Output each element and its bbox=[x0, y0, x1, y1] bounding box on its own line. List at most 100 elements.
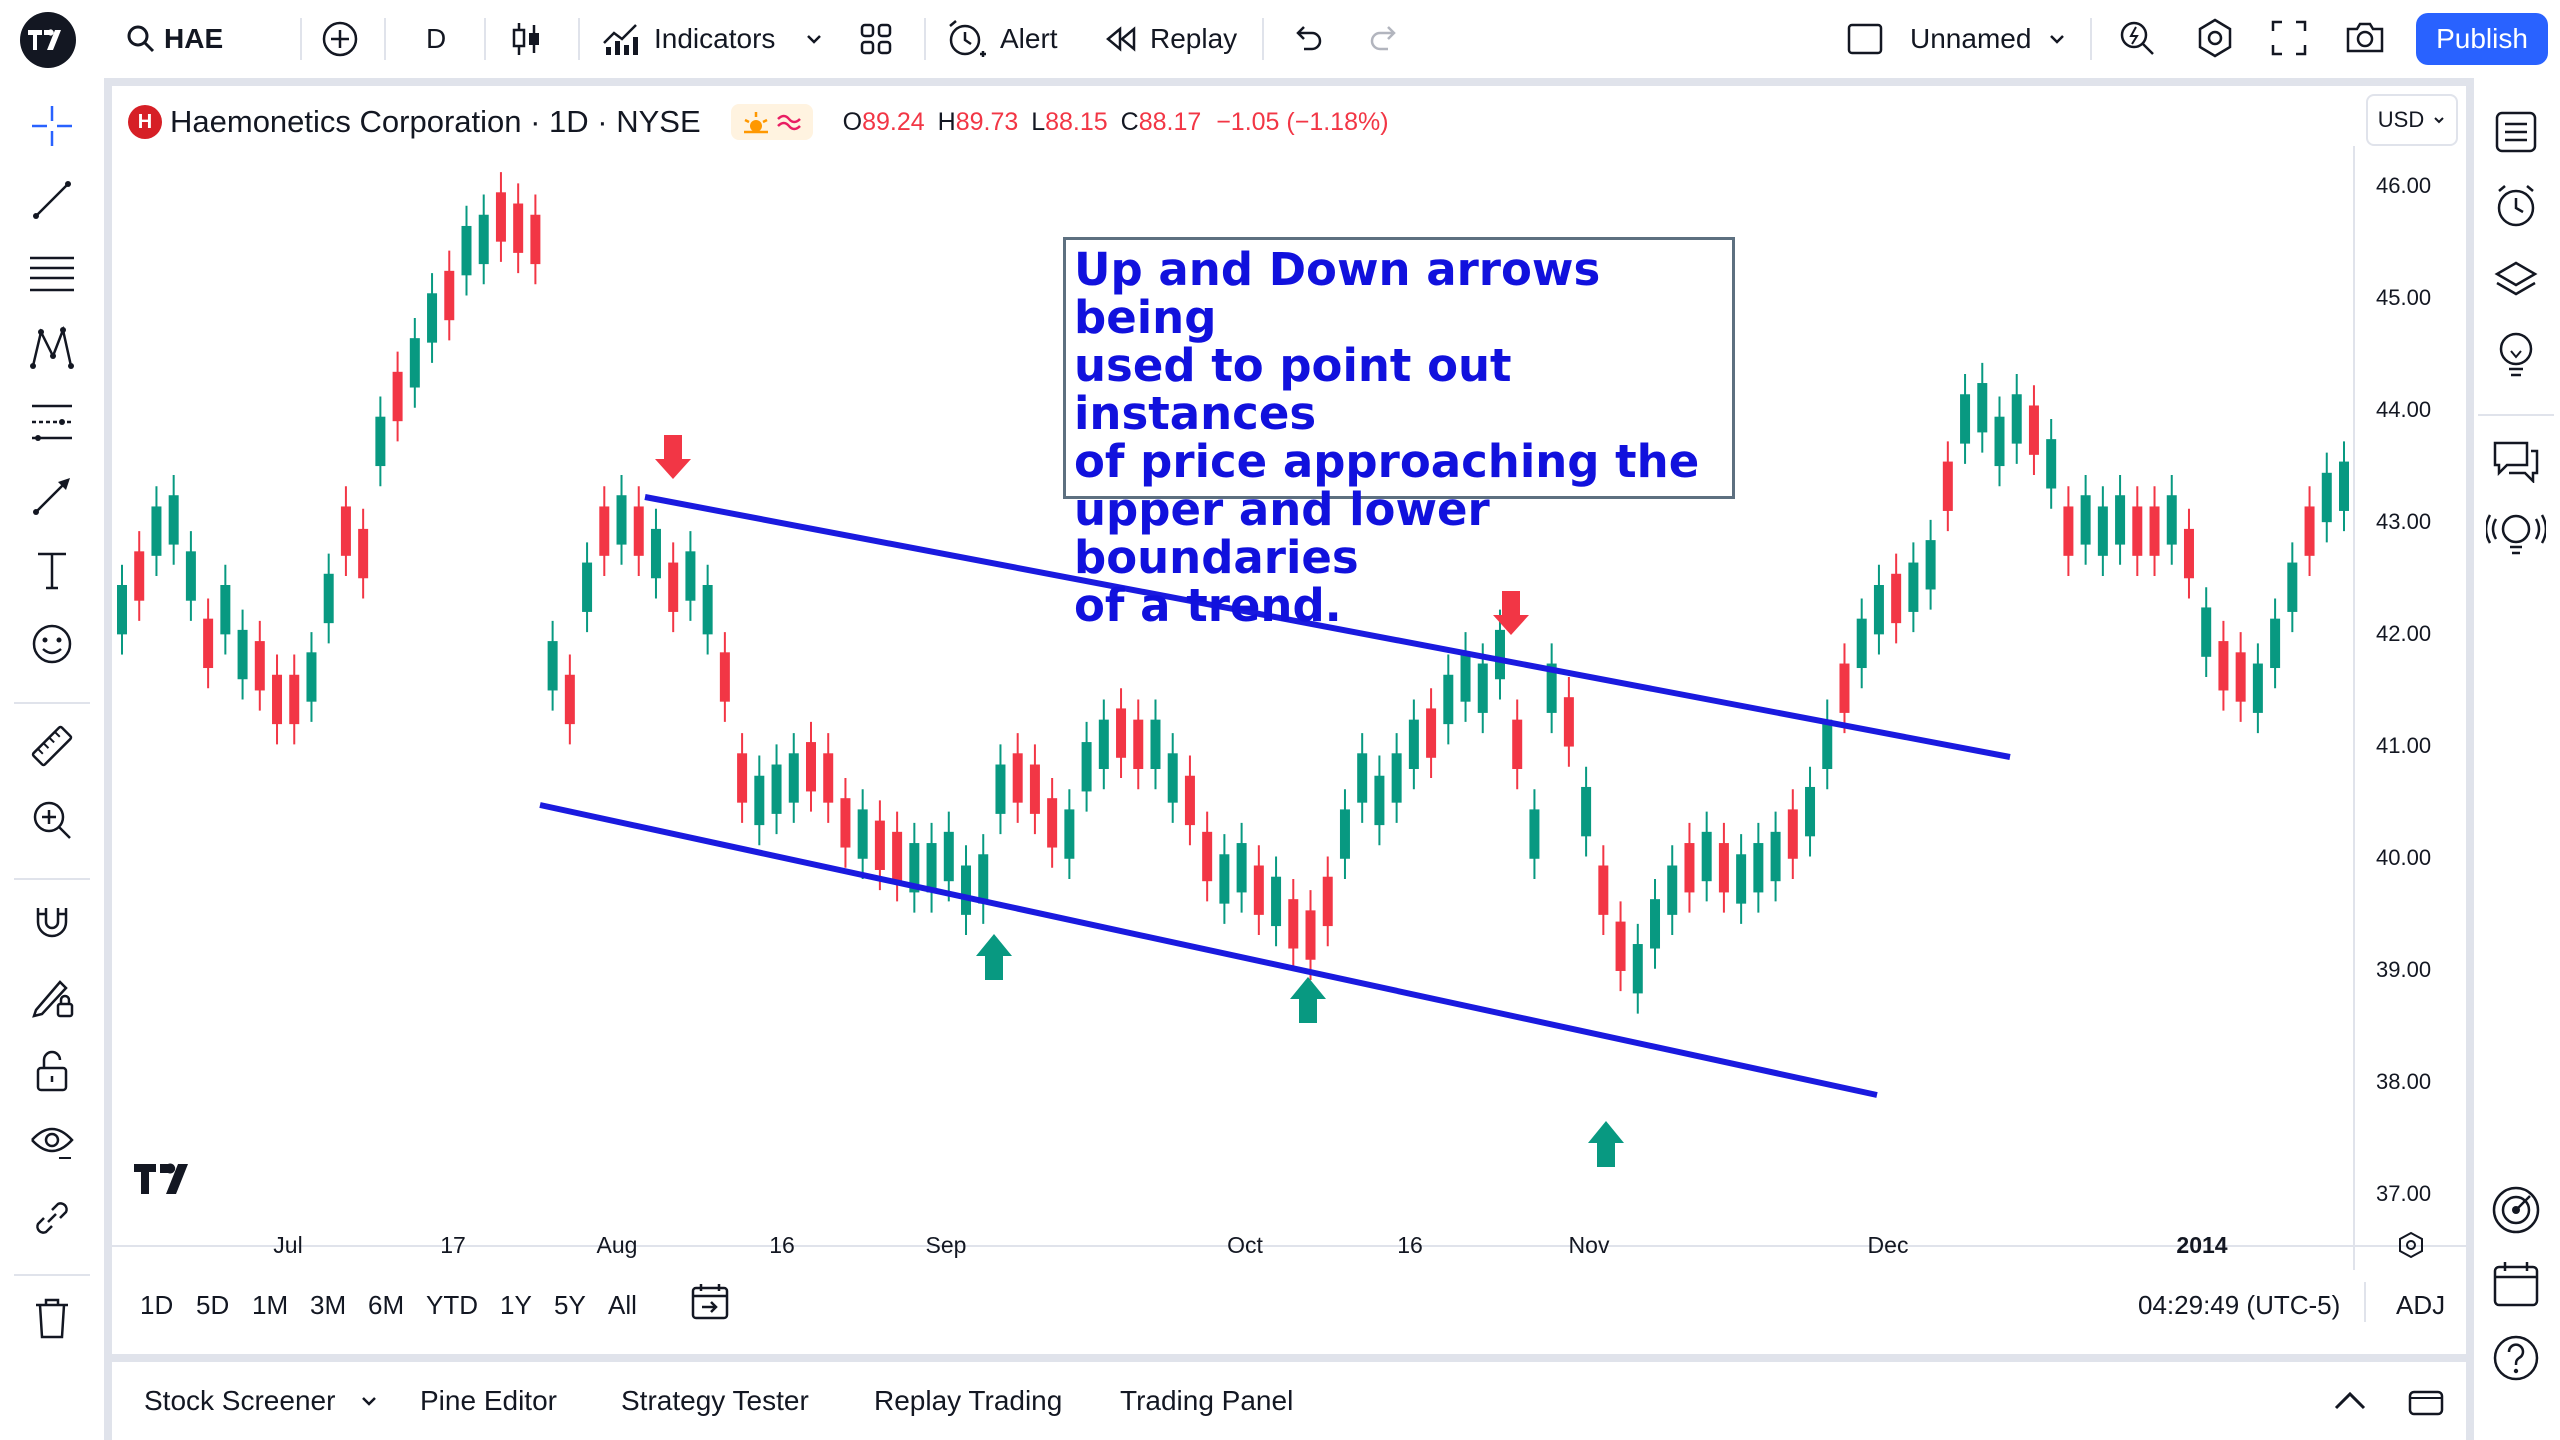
layout-square-icon bbox=[1846, 20, 1884, 58]
quick-search-icon[interactable] bbox=[2116, 17, 2158, 59]
pattern-tool-icon[interactable] bbox=[22, 318, 82, 378]
range-3m-button[interactable]: 3M bbox=[310, 1290, 347, 1320]
candle-body bbox=[1288, 899, 1299, 949]
compare-symbol-button[interactable] bbox=[318, 17, 362, 61]
time-tick: Oct bbox=[1227, 1232, 1263, 1258]
settings-gear-icon[interactable] bbox=[2194, 17, 2236, 59]
publish-button[interactable]: Publish bbox=[2416, 13, 2548, 65]
redo-icon[interactable] bbox=[1366, 21, 1402, 57]
range-all-button[interactable]: All bbox=[608, 1290, 637, 1320]
candle-body bbox=[788, 753, 799, 803]
tab-strategy-tester[interactable]: Strategy Tester bbox=[621, 1385, 809, 1416]
chart-panel: H Haemonetics Corporation · 1D · NYSE O8… bbox=[112, 86, 2466, 1354]
range-5d-button[interactable]: 5D bbox=[196, 1290, 230, 1320]
candle-body bbox=[2028, 405, 2039, 455]
candle-body bbox=[978, 854, 989, 904]
tab-trading-panel[interactable]: Trading Panel bbox=[1120, 1385, 1294, 1416]
broadcast-lightbulb-icon[interactable] bbox=[2486, 504, 2546, 564]
tradingview-logo-icon[interactable] bbox=[20, 12, 76, 68]
candle-body bbox=[1167, 753, 1178, 803]
arrow-brush-tool-icon[interactable] bbox=[22, 466, 82, 526]
tab-pine-editor[interactable]: Pine Editor bbox=[420, 1385, 557, 1416]
crosshair-tool-icon[interactable] bbox=[22, 96, 82, 156]
ideas-lightbulb-icon[interactable] bbox=[2486, 324, 2546, 384]
time-tick: 16 bbox=[1397, 1232, 1423, 1258]
lock-icon[interactable] bbox=[22, 1040, 82, 1100]
chat-icon[interactable] bbox=[2486, 430, 2546, 490]
range-ytd-button[interactable]: YTD bbox=[426, 1290, 478, 1320]
annotation-text-box[interactable]: Up and Down arrows being used to point o… bbox=[1063, 237, 1735, 630]
emoji-tool-icon[interactable] bbox=[22, 614, 82, 674]
trend-line-tool-icon[interactable] bbox=[22, 170, 82, 230]
chevron-down-icon[interactable] bbox=[804, 29, 824, 49]
lower-trend-line bbox=[539, 802, 1878, 1098]
tab-stock-screener[interactable]: Stock Screener bbox=[144, 1385, 379, 1417]
market-status-badge[interactable] bbox=[730, 104, 813, 140]
projection-tool-icon[interactable] bbox=[22, 392, 82, 452]
maximize-panel-icon[interactable] bbox=[2406, 1384, 2446, 1425]
candle-body bbox=[1408, 719, 1419, 770]
currency-selector[interactable]: USD bbox=[2366, 94, 2458, 146]
annotation-line: of a trend. bbox=[1074, 579, 1342, 632]
link-icon[interactable] bbox=[22, 1188, 82, 1248]
candle-body bbox=[2097, 506, 2108, 556]
candle-body bbox=[1546, 663, 1557, 713]
clock-timezone[interactable]: 04:29:49 (UTC-5) bbox=[2138, 1290, 2341, 1320]
camera-icon[interactable] bbox=[2344, 19, 2386, 57]
candle-body bbox=[1701, 831, 1712, 882]
alert-button[interactable]: Alert bbox=[946, 0, 1058, 78]
price-chart[interactable] bbox=[112, 86, 2466, 1270]
symbol-title[interactable]: Haemonetics Corporation · 1D · NYSE bbox=[170, 104, 701, 139]
tab-replay-trading[interactable]: Replay Trading bbox=[874, 1385, 1063, 1416]
zoom-in-icon[interactable] bbox=[22, 790, 82, 850]
text-tool-icon[interactable] bbox=[22, 540, 82, 600]
hotlist-target-icon[interactable] bbox=[2486, 1180, 2546, 1240]
time-tick: Dec bbox=[1867, 1232, 1909, 1258]
chart-type-button[interactable] bbox=[504, 17, 548, 61]
watchlist-icon[interactable] bbox=[2486, 102, 2546, 162]
candle-body bbox=[2201, 607, 2212, 657]
range-1y-button[interactable]: 1Y bbox=[500, 1290, 532, 1320]
lock-drawing-pencil-icon[interactable] bbox=[22, 966, 82, 1026]
candle-body bbox=[2321, 472, 2332, 523]
fullscreen-icon[interactable] bbox=[2270, 19, 2308, 57]
candle-body bbox=[1357, 753, 1368, 803]
templates-button[interactable] bbox=[856, 19, 896, 59]
interval-button[interactable]: D bbox=[426, 23, 447, 54]
indicators-button[interactable]: Indicators bbox=[602, 0, 775, 78]
replay-button[interactable]: Replay bbox=[1104, 0, 1237, 78]
candle-body bbox=[1253, 865, 1264, 915]
goto-date-icon[interactable] bbox=[690, 1282, 730, 1327]
symbol-search-button[interactable]: HAE bbox=[126, 0, 223, 78]
chevron-up-icon[interactable] bbox=[2330, 1386, 2370, 1421]
price-tick: 46.00 bbox=[2376, 173, 2432, 198]
magnet-icon[interactable] bbox=[22, 892, 82, 952]
price-tick: 43.00 bbox=[2376, 509, 2432, 534]
candle-body bbox=[1305, 910, 1316, 960]
price-tick: 40.00 bbox=[2376, 845, 2432, 870]
candle-body bbox=[1236, 843, 1247, 893]
calendar-icon[interactable] bbox=[2486, 1254, 2546, 1314]
range-5y-button[interactable]: 5Y bbox=[554, 1290, 586, 1320]
candle-body bbox=[874, 820, 885, 870]
adjust-button[interactable]: ADJ bbox=[2396, 1290, 2446, 1320]
range-1d-button[interactable]: 1D bbox=[140, 1290, 174, 1320]
candle-body bbox=[1994, 416, 2005, 467]
tradingview-watermark-icon bbox=[134, 1163, 188, 1194]
alerts-clock-icon[interactable] bbox=[2486, 176, 2546, 236]
help-question-icon[interactable] bbox=[2486, 1328, 2546, 1388]
candle-body bbox=[185, 551, 196, 601]
range-1m-button[interactable]: 1M bbox=[252, 1290, 289, 1320]
candle-body bbox=[203, 618, 214, 669]
fib-retracement-tool-icon[interactable] bbox=[22, 244, 82, 304]
eye-icon[interactable] bbox=[22, 1114, 82, 1174]
range-6m-button[interactable]: 6M bbox=[368, 1290, 405, 1320]
trash-icon[interactable] bbox=[22, 1288, 82, 1348]
layout-selector[interactable]: Unnamed bbox=[1846, 0, 2067, 78]
undo-icon[interactable] bbox=[1290, 21, 1326, 57]
ruler-measure-icon[interactable] bbox=[22, 716, 82, 776]
candle-body bbox=[1598, 865, 1609, 915]
candle-body bbox=[909, 843, 920, 893]
candle-body bbox=[2046, 439, 2057, 489]
layers-icon[interactable] bbox=[2486, 250, 2546, 310]
